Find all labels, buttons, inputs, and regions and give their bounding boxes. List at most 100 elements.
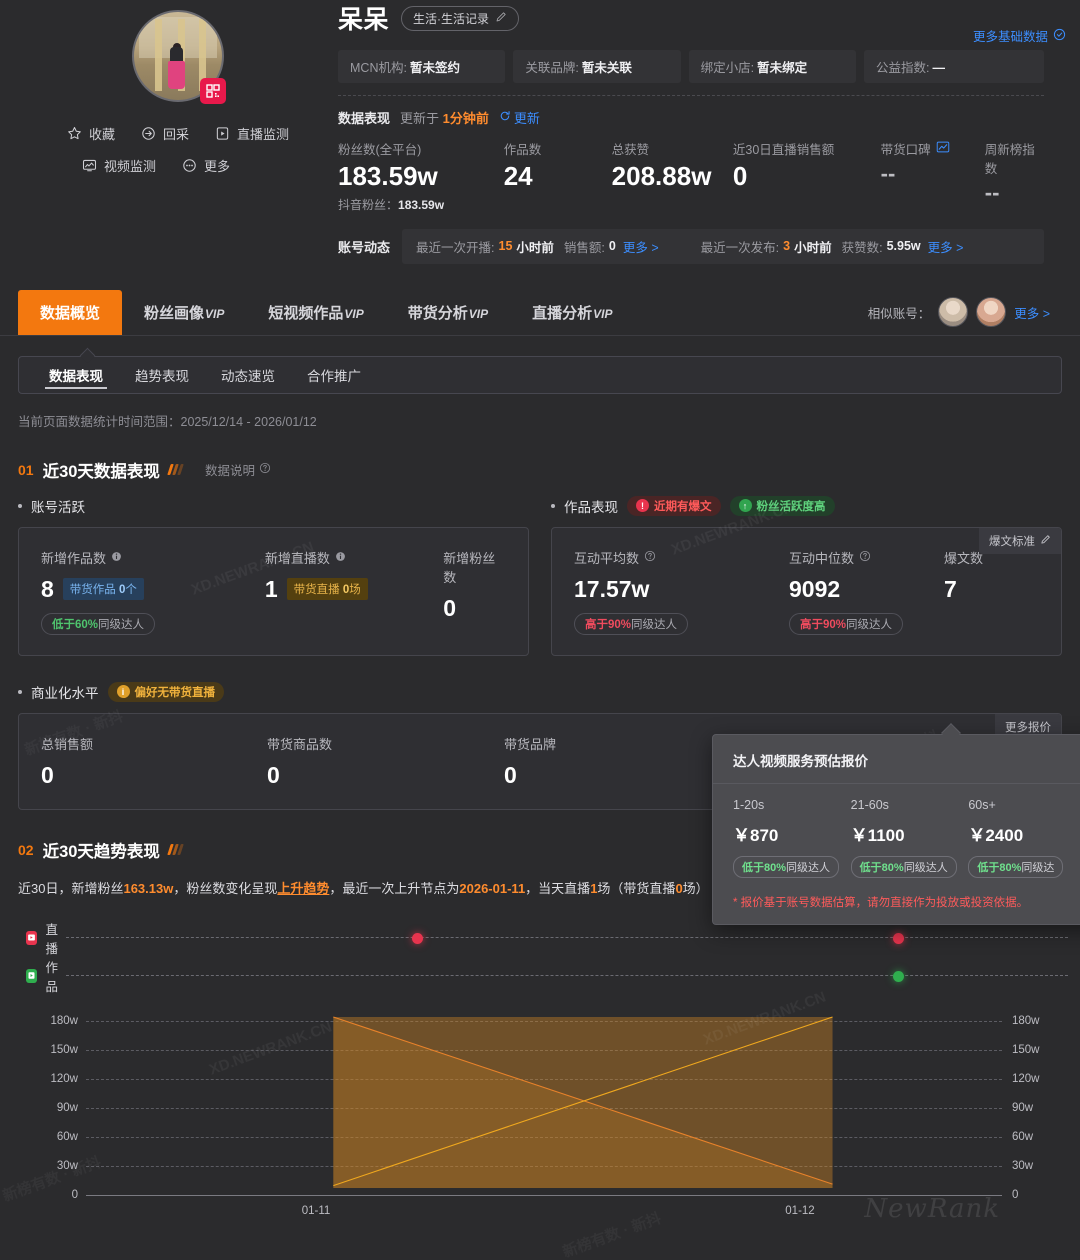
stat-fans-value: 183.59w: [338, 161, 438, 191]
trend-desc-p3: ，最近一次上升节点为: [329, 880, 460, 896]
avatar-bg-pillar: [199, 19, 207, 92]
avatar[interactable]: [132, 10, 226, 104]
recollect-button[interactable]: 回采: [141, 124, 189, 143]
price-value-long: ￥2400: [968, 826, 1024, 845]
meta-brand-value: 暂未关联: [581, 61, 632, 75]
bullet-icon: [551, 503, 555, 508]
stat-live-sales-label: 近30日直播销售额: [732, 143, 835, 157]
tab-fan-profile[interactable]: 粉丝画像VIP: [122, 290, 246, 335]
account-activity-heading-row: 账号活跃: [18, 496, 529, 516]
metric-new-lives-text: 新增直播数: [264, 550, 330, 566]
data-explanation-label: 数据说明: [204, 464, 255, 479]
metric-new-fans-label: 新增粉丝数: [443, 550, 496, 585]
metric-new-works-pill: 低于60% 同级达人: [41, 612, 156, 635]
stat-works-value: 24: [503, 161, 533, 191]
price-column-long: 60s+ ￥2400 低于80% 同级达: [968, 798, 1080, 878]
legend-work-label: 作品: [45, 960, 58, 994]
dynamics-live-metric-label: 销售额:: [563, 240, 605, 255]
question-icon[interactable]: [644, 550, 656, 565]
metric-median-interaction-value: 9092: [789, 575, 841, 602]
brand-watermark: NewRank: [864, 1193, 1000, 1224]
works-performance-heading-row: 作品表现 ! 近期有爆文 ↑ 粉丝活跃度高: [551, 495, 1062, 516]
tab-commerce-analysis[interactable]: 带货分析VIP: [386, 290, 510, 335]
pencil-icon[interactable]: [495, 11, 507, 26]
tab-commerce-analysis-vip: VIP: [468, 306, 489, 321]
stat-works-label: 作品数: [503, 143, 542, 157]
trend-description: 近30日，新增粉丝163.13w，粉丝数变化呈现上升趋势，最近一次上升节点为20…: [18, 878, 1062, 897]
tab-live-analysis[interactable]: 直播分析VIP: [510, 290, 634, 335]
stat-reputation: 带货口碑 --: [881, 139, 985, 186]
metric-median-interaction-pill-suffix: 同级达人: [846, 618, 893, 631]
data-explanation-link[interactable]: 数据说明: [205, 460, 271, 479]
account-activity-metrics: 新增作品数 8 带货作品 0个: [41, 548, 506, 635]
more-basic-data-link[interactable]: 更多基础数据: [973, 26, 1066, 45]
subtab-dynamics-overview[interactable]: 动态速览: [205, 357, 291, 393]
legend-live-track: [66, 933, 1068, 945]
legend-live-point[interactable]: [892, 933, 904, 945]
avatar-person: [172, 42, 181, 51]
dynamics-live-metric-value: 0: [608, 239, 616, 254]
category-tag[interactable]: 生活·生活记录: [401, 5, 520, 31]
metric-avg-interaction-label: 互动平均数: [574, 548, 789, 567]
trend-desc-p6: 场）: [682, 880, 709, 896]
meta-shop: 绑定小店: 暂未绑定: [688, 50, 856, 83]
subtab-data-performance[interactable]: 数据表现: [33, 357, 119, 393]
refresh-button[interactable]: 更新: [499, 108, 540, 127]
question-icon[interactable]: [859, 550, 871, 565]
subtab-data-performance-label: 数据表现: [49, 368, 103, 384]
subtab-trend-performance[interactable]: 趋势表现: [119, 357, 205, 393]
price-duration-short: 1-20s: [733, 798, 765, 812]
y-tick-label-right: 180w: [1012, 1014, 1040, 1027]
meta-mcn-label: MCN机构:: [350, 61, 407, 75]
favorite-button[interactable]: 收藏: [67, 124, 115, 143]
chart-event-legend: 直播 作品: [0, 919, 1080, 995]
video-monitor-button[interactable]: 视频监测: [82, 156, 156, 175]
metric-avg-interaction: 互动平均数 17.57w 高于90% 同级达人: [574, 548, 789, 635]
info-icon[interactable]: [335, 550, 346, 565]
hit-standard-button[interactable]: 爆文标准: [979, 527, 1061, 554]
main-tabs: 数据概览 粉丝画像VIP 短视频作品VIP 带货分析VIP 直播分析VIP 相似…: [0, 289, 1080, 336]
similar-account-avatar[interactable]: [938, 297, 969, 328]
stat-fans-sub-label: 抖音粉丝：: [338, 197, 399, 212]
meta-mcn: MCN机构: 暂未签约: [338, 50, 506, 83]
metric-median-interaction: 互动中位数 9092 高于90% 同级达人: [789, 548, 944, 635]
meta-shop-value: 暂未绑定: [757, 61, 808, 75]
meta-brand: 关联品牌: 暂未关联: [513, 50, 681, 83]
tab-short-video[interactable]: 短视频作品VIP: [246, 290, 385, 335]
tab-data-overview[interactable]: 数据概览: [18, 289, 123, 335]
dynamics-live-more-link[interactable]: 更多 >: [622, 240, 659, 255]
works-performance-heading: 作品表现: [564, 499, 618, 515]
similar-account-avatar[interactable]: [976, 297, 1007, 328]
chart-icon[interactable]: [936, 140, 950, 157]
subtab-cooperation[interactable]: 合作推广: [291, 357, 377, 393]
legend-work-point[interactable]: [892, 971, 904, 983]
bullet-icon: [18, 503, 22, 508]
more-actions-button[interactable]: 更多: [182, 156, 230, 175]
live-monitor-button[interactable]: 直播监测: [215, 124, 289, 143]
price-tooltip-body: 1-20s ￥870 低于80% 同级达人 21-60s ￥1100 低于80% 同…: [713, 784, 1080, 890]
y-tick-label-left: 180w: [50, 1014, 79, 1027]
tab-commerce-analysis-label: 带货分析: [407, 304, 468, 322]
legend-live-point[interactable]: [411, 933, 423, 945]
avatar-column: 收藏 回采 直播监测: [18, 0, 338, 264]
price-value-mid: ￥1100: [850, 826, 905, 845]
category-tag-label: 生活·生活记录: [413, 11, 490, 26]
stat-live-sales: 近30日直播销售额 0: [733, 139, 881, 191]
dynamics-post-more-link[interactable]: 更多 >: [927, 240, 964, 255]
price-duration-long: 60s+: [968, 798, 996, 812]
price-tooltip-footnote: * 报价基于账号数据估算，请勿直接作为投放或投资依据。: [733, 897, 1029, 909]
gridline: [86, 1136, 1002, 1138]
stat-live-sales-value: 0: [732, 161, 748, 191]
info-icon[interactable]: [111, 550, 122, 565]
favorite-label: 收藏: [88, 127, 115, 142]
x-tick-label: 01-11: [301, 1204, 331, 1217]
qr-code-icon[interactable]: [200, 78, 226, 104]
gridline: [86, 1049, 1002, 1051]
metric-new-lives-tag: 带货直播 0场: [286, 578, 368, 601]
metric-avg-interaction-pill: 高于90% 同级达人: [574, 612, 689, 635]
similar-accounts-more-link[interactable]: 更多 >: [1014, 306, 1050, 321]
trend-desc-fans-gain: 163.13w: [123, 880, 174, 896]
trend-desc-direction: 上升趋势: [277, 880, 330, 896]
name-row: 呆呆 生活·生活记录: [338, 0, 1044, 36]
tab-short-video-label: 短视频作品: [268, 304, 344, 322]
